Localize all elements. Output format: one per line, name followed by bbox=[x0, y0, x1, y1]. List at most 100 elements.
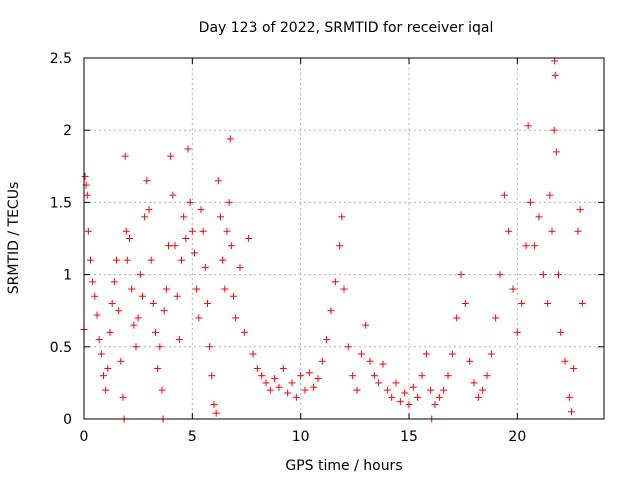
data-point bbox=[225, 198, 233, 206]
data-point bbox=[310, 383, 318, 391]
data-point bbox=[500, 191, 508, 199]
data-point bbox=[100, 372, 107, 380]
data-point bbox=[197, 206, 205, 214]
data-point bbox=[95, 336, 103, 344]
data-point bbox=[119, 393, 127, 401]
data-point bbox=[509, 285, 517, 293]
data-point bbox=[108, 299, 116, 307]
data-point bbox=[388, 393, 396, 401]
data-point bbox=[115, 307, 123, 315]
data-point bbox=[548, 227, 556, 235]
data-point bbox=[526, 198, 534, 206]
data-point bbox=[240, 328, 248, 336]
data-point bbox=[555, 271, 562, 279]
data-point bbox=[223, 227, 231, 235]
data-point bbox=[258, 372, 266, 380]
data-point bbox=[375, 379, 383, 387]
data-point bbox=[483, 372, 491, 380]
data-point bbox=[226, 135, 234, 143]
data-point bbox=[552, 148, 560, 156]
data-point bbox=[561, 357, 569, 365]
data-point bbox=[169, 191, 177, 199]
data-point bbox=[232, 314, 240, 322]
data-point bbox=[227, 242, 235, 250]
data-point bbox=[551, 57, 559, 65]
data-point bbox=[492, 314, 500, 322]
data-point bbox=[479, 386, 487, 394]
data-point bbox=[245, 235, 253, 242]
data-point bbox=[578, 299, 586, 307]
data-point bbox=[173, 292, 181, 300]
data-point bbox=[160, 307, 168, 315]
data-point bbox=[522, 242, 530, 250]
data-point bbox=[214, 177, 222, 185]
data-point bbox=[392, 379, 400, 387]
data-point bbox=[141, 213, 149, 221]
data-point bbox=[167, 152, 175, 160]
data-point bbox=[126, 235, 133, 242]
data-point bbox=[331, 278, 339, 286]
data-point bbox=[474, 393, 482, 401]
data-point bbox=[87, 256, 94, 264]
x-tick-label: 15 bbox=[400, 429, 418, 445]
data-point bbox=[134, 314, 142, 322]
data-point bbox=[288, 379, 296, 387]
data-point bbox=[83, 191, 91, 199]
data-point bbox=[292, 393, 300, 401]
data-point bbox=[409, 383, 417, 391]
grid-lines bbox=[84, 58, 604, 419]
data-point bbox=[570, 364, 578, 372]
data-point bbox=[557, 328, 565, 336]
data-point bbox=[212, 409, 220, 417]
data-point bbox=[444, 372, 452, 380]
data-point bbox=[117, 357, 125, 365]
data-point bbox=[97, 350, 105, 358]
data-point bbox=[535, 213, 543, 221]
data-point bbox=[323, 336, 331, 344]
data-point bbox=[162, 285, 170, 293]
data-point bbox=[110, 278, 118, 286]
data-point bbox=[379, 360, 387, 368]
data-point bbox=[188, 227, 196, 235]
data-point bbox=[362, 321, 370, 329]
data-point bbox=[175, 336, 183, 344]
data-point bbox=[81, 172, 89, 180]
x-tick-label: 20 bbox=[508, 429, 526, 445]
data-point bbox=[574, 227, 582, 235]
data-point bbox=[217, 213, 224, 221]
data-point bbox=[249, 350, 257, 358]
data-point bbox=[147, 256, 155, 264]
data-point bbox=[221, 285, 229, 293]
data-point bbox=[275, 383, 283, 391]
data-point bbox=[353, 386, 361, 394]
plot-frame bbox=[83, 57, 605, 420]
data-point bbox=[121, 152, 129, 160]
data-point bbox=[201, 263, 209, 271]
data-point bbox=[158, 386, 166, 394]
data-point bbox=[180, 213, 188, 221]
data-point bbox=[206, 343, 214, 351]
data-point bbox=[154, 364, 162, 372]
data-point bbox=[91, 292, 99, 300]
data-point bbox=[165, 242, 172, 250]
data-point bbox=[156, 343, 164, 351]
data-point bbox=[106, 328, 114, 336]
data-point bbox=[366, 357, 374, 365]
y-tick-labels: 0 0.5 1 1.5 2 2.5 bbox=[50, 51, 72, 428]
data-point bbox=[132, 343, 140, 351]
data-point bbox=[219, 256, 227, 264]
data-point bbox=[550, 126, 558, 134]
data-point bbox=[236, 263, 244, 271]
data-point bbox=[199, 227, 207, 235]
data-point bbox=[253, 364, 261, 372]
data-point bbox=[182, 235, 190, 242]
data-point bbox=[102, 386, 110, 394]
y-tick-label: 2 bbox=[63, 123, 72, 139]
data-point bbox=[461, 299, 469, 307]
data-point bbox=[448, 350, 456, 358]
data-point bbox=[568, 408, 575, 416]
data-point bbox=[370, 372, 378, 380]
data-point bbox=[139, 292, 146, 300]
data-point bbox=[440, 386, 448, 394]
x-tick-label: 0 bbox=[80, 429, 89, 445]
